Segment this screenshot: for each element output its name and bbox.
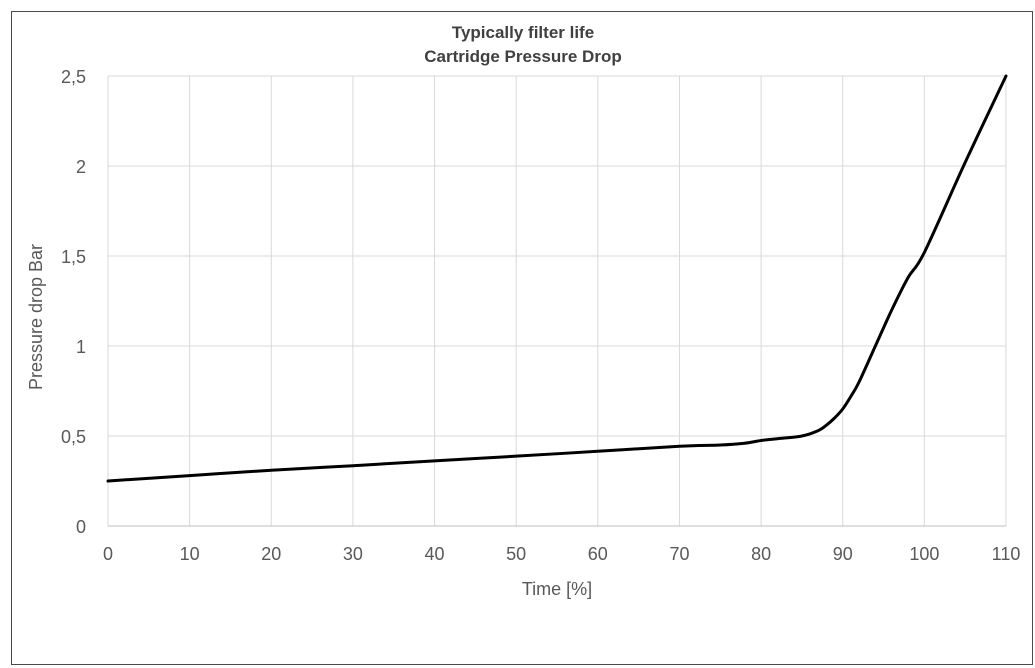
x-tick-label: 20 [261, 544, 281, 564]
x-tick-label: 110 [992, 544, 1021, 564]
x-tick-label: 0 [103, 544, 113, 564]
gridlines [107, 75, 1007, 527]
x-tick-label: 50 [506, 544, 526, 564]
x-tick-labels: 0 10 20 30 40 50 60 70 80 90 100 110 [103, 544, 1020, 564]
y-tick-label: 0 [76, 517, 86, 537]
x-axis-title: Time [%] [522, 579, 592, 599]
x-tick-label: 100 [909, 544, 939, 564]
y-axis-title: Pressure drop Bar [26, 244, 46, 390]
x-tick-label: 80 [751, 544, 771, 564]
series-layer [106, 74, 1008, 483]
y-tick-label: 2,5 [61, 67, 86, 87]
x-tick-label: 10 [180, 544, 200, 564]
series-line-0 [106, 74, 1008, 483]
chart-title: Typically filter life [452, 23, 594, 42]
y-tick-label: 2 [76, 157, 86, 177]
y-tick-label: 1 [76, 337, 86, 357]
x-tick-label: 30 [343, 544, 363, 564]
y-tick-label: 1,5 [61, 247, 86, 267]
y-tick-labels: 0 0,5 1 1,5 2 2,5 [61, 67, 86, 537]
y-tick-label: 0,5 [61, 427, 86, 447]
x-tick-label: 70 [669, 544, 689, 564]
x-tick-label: 60 [588, 544, 608, 564]
x-tick-label: 90 [833, 544, 853, 564]
chart-subtitle: Cartridge Pressure Drop [424, 47, 621, 66]
chart-frame [11, 11, 1033, 665]
x-tick-label: 40 [425, 544, 445, 564]
